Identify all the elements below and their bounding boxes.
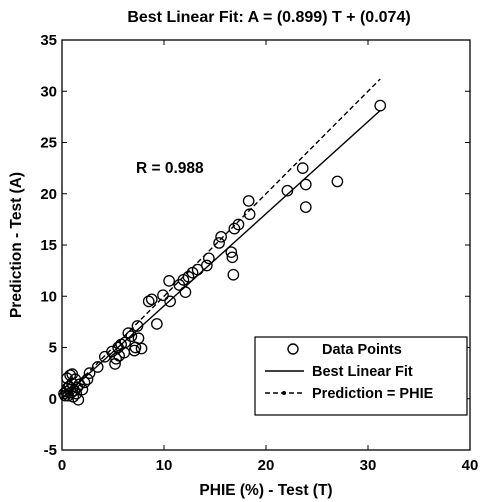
y-tick-label: 30	[40, 83, 57, 100]
data-point	[182, 270, 195, 283]
x-tick-label: 20	[258, 457, 275, 474]
legend-dot-identity	[282, 391, 286, 395]
data-point	[157, 289, 169, 302]
data-point	[232, 218, 245, 231]
legend-box	[254, 336, 468, 416]
data-point	[135, 342, 148, 355]
legend-label-best-fit: Best Linear Fit	[312, 364, 413, 380]
data-point	[163, 275, 175, 287]
data-point	[281, 184, 294, 197]
data-point	[215, 230, 227, 243]
data-point	[299, 201, 312, 213]
data-point	[374, 99, 387, 112]
data-point	[331, 175, 344, 188]
data-point	[228, 222, 241, 235]
data-point	[106, 345, 118, 358]
data-point	[299, 178, 312, 191]
data-point	[200, 259, 213, 272]
data-point	[213, 237, 225, 249]
x-tick-label: 0	[58, 457, 66, 474]
y-axis-label: Prediction - Test (A)	[8, 172, 25, 318]
data-point	[122, 327, 135, 339]
data-point	[142, 295, 155, 308]
data-point	[203, 252, 215, 265]
data-point	[179, 286, 192, 298]
best-fit-line	[61, 109, 381, 399]
y-tick-label: -5	[44, 442, 57, 459]
y-tick-label: 0	[49, 391, 57, 408]
y-tick-label: 15	[40, 237, 57, 254]
x-tick-label: 40	[462, 457, 479, 474]
y-tick-label: 20	[40, 186, 57, 203]
data-point	[125, 330, 138, 343]
data-point	[72, 393, 85, 406]
y-tick-label: 5	[49, 340, 57, 357]
data-point	[81, 373, 94, 386]
data-point	[83, 367, 96, 379]
data-point	[225, 246, 238, 259]
legend-label-data-points: Data Points	[322, 342, 402, 358]
data-point	[145, 293, 158, 306]
data-point	[227, 268, 240, 281]
data-point	[243, 208, 256, 221]
data-point	[110, 352, 122, 365]
x-axis-label: PHIE (%) - Test (T)	[199, 482, 332, 499]
data-point	[164, 295, 176, 308]
chart-title: Best Linear Fit: A = (0.899) T + (0.074)	[127, 9, 410, 26]
data-point	[151, 318, 163, 330]
y-tick-label: 35	[40, 32, 57, 49]
legend-label-identity: Prediction = PHIE	[312, 386, 434, 402]
data-point	[242, 195, 255, 207]
x-tick-label: 10	[156, 457, 173, 474]
data-point	[226, 251, 239, 264]
r-annotation: R = 0.988	[136, 160, 204, 177]
x-tick-label: 30	[360, 457, 377, 474]
data-point	[296, 162, 309, 174]
y-tick-label: 10	[40, 288, 57, 305]
y-tick-label: 25	[40, 135, 57, 152]
legend: Data Points Best Linear Fit Prediction =…	[254, 336, 468, 416]
data-point	[132, 332, 145, 345]
legend-marker-data-points	[287, 343, 299, 355]
data-point	[91, 361, 104, 373]
data-point	[78, 376, 91, 389]
data-points	[58, 99, 387, 406]
data-point	[131, 320, 144, 332]
data-point	[76, 383, 89, 396]
